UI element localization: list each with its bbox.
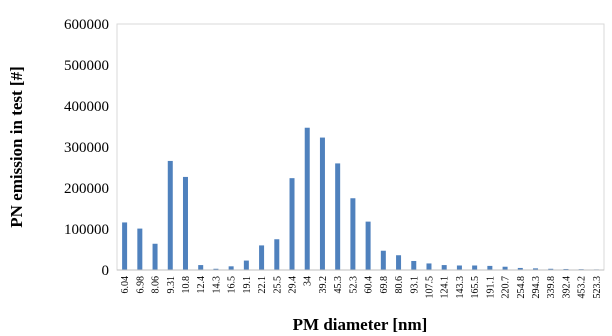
y-tick-label: 600000	[64, 17, 109, 33]
x-tick-label: 9.31	[166, 276, 177, 294]
bar	[502, 266, 508, 270]
bar	[517, 267, 523, 270]
x-tick-label: 165.5	[470, 276, 481, 299]
x-tick-label: 60.4	[364, 276, 375, 294]
bar	[228, 266, 234, 270]
x-tick-label: 25.5	[272, 276, 283, 294]
x-tick-label: 69.8	[379, 276, 390, 294]
x-tick-label: 8.06	[151, 276, 162, 294]
x-tick-label: 52.3	[348, 276, 359, 294]
bar	[152, 243, 158, 270]
bar	[274, 239, 280, 270]
x-tick-label: 39.2	[318, 276, 329, 294]
bar	[472, 265, 478, 270]
x-tick-label: 93.1	[409, 276, 420, 294]
bar	[137, 228, 143, 270]
y-tick-label: 400000	[64, 99, 109, 115]
x-tick-label: 339.8	[546, 276, 557, 299]
bar	[350, 198, 356, 270]
bar	[289, 178, 295, 270]
x-tick-label: 6.98	[135, 276, 146, 294]
plot-area-frame	[116, 23, 605, 271]
x-tick-label: 124.1	[440, 276, 451, 299]
bar	[426, 263, 432, 270]
x-tick-label: 29.4	[288, 276, 299, 294]
x-tick-label: 34	[303, 276, 314, 286]
x-tick-label: 12.4	[196, 276, 207, 294]
x-tick-label: 19.1	[242, 276, 253, 294]
y-axis-label: PN emission in test [#]	[7, 66, 26, 227]
bar	[365, 221, 371, 270]
bar	[319, 137, 325, 270]
bars	[122, 127, 599, 270]
x-tick-label: 392.4	[561, 276, 572, 299]
x-axis-ticks: 6.04 6.98 8.06 9.31 10.8 12.4 14.3 16.5 19.1 22.1…	[120, 276, 603, 299]
bar	[182, 176, 188, 270]
bar	[441, 265, 447, 270]
bar	[259, 245, 265, 270]
y-tick-label: 0	[102, 263, 110, 279]
bar	[487, 265, 493, 270]
y-tick-label: 300000	[64, 140, 109, 156]
bar	[411, 260, 417, 270]
bar	[304, 127, 310, 270]
y-axis-ticks: 0 100000 200000 300000 400000 500000 600000	[64, 17, 109, 279]
bar	[122, 222, 128, 270]
bar	[335, 163, 341, 270]
y-tick-label: 100000	[64, 222, 109, 238]
x-tick-label: 453.2	[577, 276, 588, 299]
bar	[563, 268, 569, 270]
bar	[396, 255, 402, 270]
bar	[533, 268, 539, 270]
x-tick-label: 107.5	[424, 276, 435, 299]
y-tick-label: 200000	[64, 181, 109, 197]
x-tick-label: 191.1	[485, 276, 496, 299]
x-tick-label: 22.1	[257, 276, 268, 294]
bar	[243, 260, 249, 270]
bar	[548, 268, 554, 270]
x-tick-label: 294.3	[531, 276, 542, 299]
x-tick-label: 10.8	[181, 276, 192, 294]
x-tick-label: 523.3	[592, 276, 603, 299]
bar	[213, 268, 219, 270]
x-tick-label: 16.5	[227, 276, 238, 294]
bar	[380, 250, 386, 270]
y-tick-label: 500000	[64, 58, 109, 74]
bar	[456, 265, 462, 270]
bar	[167, 160, 173, 270]
x-tick-label: 80.6	[394, 276, 405, 294]
x-tick-label: 6.04	[120, 276, 131, 294]
x-tick-label: 14.3	[211, 276, 222, 294]
x-tick-label: 220.7	[501, 276, 512, 299]
bar	[198, 265, 204, 270]
x-tick-label: 254.8	[516, 276, 527, 299]
x-tick-label: 45.3	[333, 276, 344, 294]
x-tick-label: 143.3	[455, 276, 466, 299]
x-axis-label: PM diameter [nm]	[293, 315, 428, 334]
